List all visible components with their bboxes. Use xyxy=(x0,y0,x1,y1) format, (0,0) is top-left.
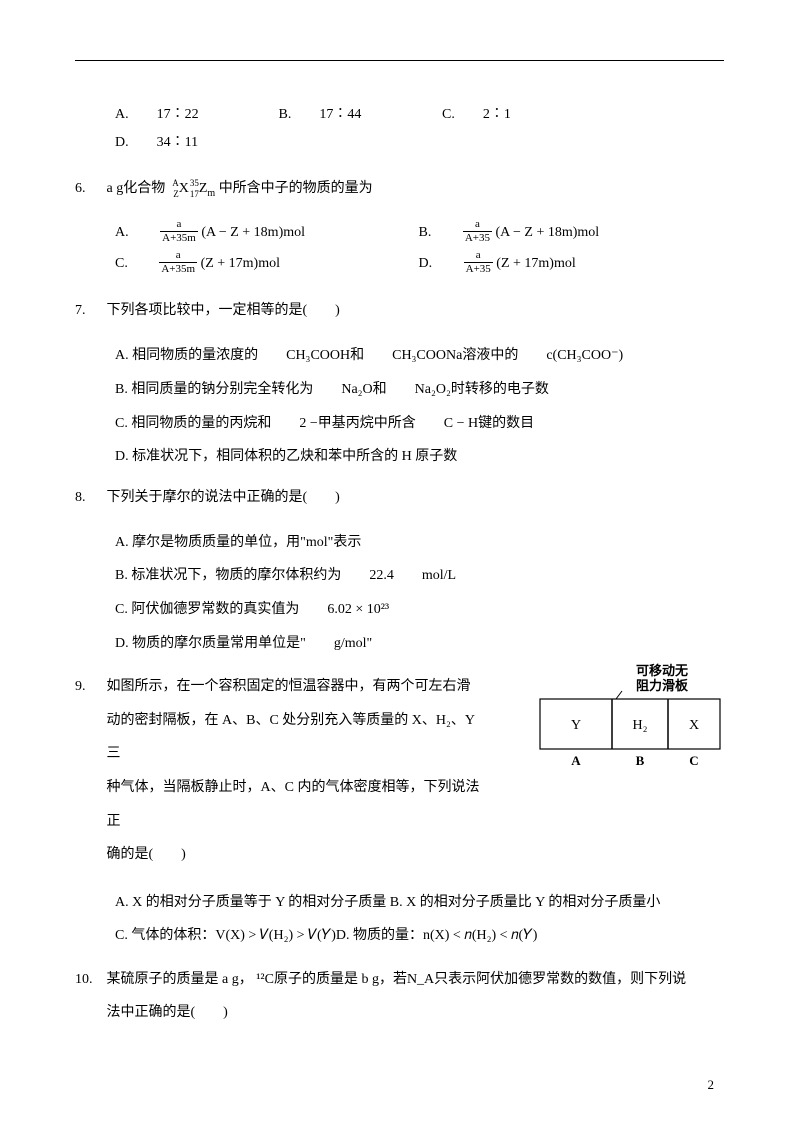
q9-opts: A. X 的相对分子质量等于 Y 的相对分子质量 B. X 的相对分子质量比 Y… xyxy=(75,886,724,953)
q7-opt-b: B. 相同质量的钠分别完全转化为 Na₂O和 Na₂O₂时转移的电子数 xyxy=(115,373,724,407)
q7-num: 7. xyxy=(75,297,103,325)
q7-opt-a: A. 相同物质的量浓度的 CH₃COOH和 CH₃COONa溶液中的 c(CH₃… xyxy=(115,339,724,373)
page-number: 2 xyxy=(708,1077,715,1093)
q8-stem: 下列关于摩尔的说法中正确的是( ) xyxy=(107,484,717,512)
q10-num: 10. xyxy=(75,963,103,997)
q9-stem: 如图所示，在一个容积固定的恒温容器中，有两个可左右滑 动的密封隔板，在 A、B、… xyxy=(107,670,487,872)
q6: 6. a g化合物 AZX3517Zm 中所含中子的物质的量为 xyxy=(75,175,724,204)
q8: 8. 下列关于摩尔的说法中正确的是( ) xyxy=(75,484,724,512)
q8-opts: A. 摩尔是物质质量的单位，用"mol"表示 B. 标准状况下，物质的摩尔体积约… xyxy=(75,526,724,660)
q6-d-rest: (Z + 17m)mol xyxy=(496,256,575,271)
q10: 10. 某硫原子的质量是 a g， ¹²C原子的质量是 b g，若N_A只表示阿… xyxy=(75,963,724,1030)
fraction-icon: aA+35m xyxy=(160,219,198,244)
q7-opt-c: C. 相同物质的量的丙烷和 2 −甲基丙烷中所含 C − H键的数目 xyxy=(115,407,724,441)
q7-stem: 下列各项比较中，一定相等的是( ) xyxy=(107,297,717,325)
svg-text:H₂: H₂ xyxy=(633,718,648,733)
q8-opt-a: A. 摩尔是物质质量的单位，用"mol"表示 xyxy=(115,526,724,560)
svg-text:B: B xyxy=(636,753,645,768)
q6-stem-post: 中所含中子的物质的量为 xyxy=(219,181,373,196)
page: A. 17∶22 B. 17∶44 C. 2∶1 D. 34∶11 6. a g… xyxy=(0,0,794,1123)
q6-a-rest: (A − Z + 18m)mol xyxy=(201,225,305,240)
q5-options: A. 17∶22 B. 17∶44 C. 2∶1 D. 34∶11 xyxy=(75,101,724,157)
q10-line1: 某硫原子的质量是 a g， ¹²C原子的质量是 b g，若N_A只表示阿伏加德罗… xyxy=(107,972,687,987)
q9-line2: 动的密封隔板，在 A、B、C 处分别充入等质量的 X、H₂、Y 三 xyxy=(107,713,475,762)
q7-opt-d: D. 标准状况下，相同体积的乙炔和苯中所含的 H 原子数 xyxy=(115,440,724,474)
svg-text:可移动无: 可移动无 xyxy=(636,663,688,678)
q6-a-lbl: A. xyxy=(115,225,129,240)
top-rule xyxy=(75,60,724,61)
q5-opt-c: C. 2∶1 xyxy=(442,101,592,129)
fraction-icon: aA+35 xyxy=(464,250,493,275)
q6-opt-b: B. aA+35 (A − Z + 18m)mol xyxy=(419,218,600,249)
q9-opt-cd: C. 气体的体积：V(X) > 𝑉(H₂) > 𝑉(𝑌)D. 物质的量：n(X)… xyxy=(115,919,724,953)
q10-line2: 法中正确的是( ) xyxy=(107,1005,228,1020)
q6-d-lbl: D. xyxy=(419,256,433,271)
q6-stem-pre: a g化合物 xyxy=(107,181,169,196)
q6-b-rest: (A − Z + 18m)mol xyxy=(496,225,600,240)
q6-b-lbl: B. xyxy=(419,225,432,240)
q6-opt-c: C. aA+35m (Z + 17m)mol xyxy=(115,249,415,280)
q6-opt-d: D. aA+35 (Z + 17m)mol xyxy=(419,249,576,280)
nuclide-X-pre: AZ xyxy=(169,181,179,197)
q7: 7. 下列各项比较中，一定相等的是( ) xyxy=(75,297,724,325)
q9-line3: 种气体，当隔板静止时，A、C 内的气体密度相等，下列说法正 xyxy=(107,780,480,829)
q9-opt-ab: A. X 的相对分子质量等于 Y 的相对分子质量 B. X 的相对分子质量比 Y… xyxy=(115,886,724,920)
q9-num: 9. xyxy=(75,670,103,704)
svg-text:C: C xyxy=(689,753,698,768)
q6-stem: a g化合物 AZX3517Zm 中所含中子的物质的量为 xyxy=(107,175,717,204)
q6-c-lbl: C. xyxy=(115,256,128,271)
fraction-icon: aA+35 xyxy=(463,219,492,244)
svg-text:Y: Y xyxy=(571,718,581,733)
q9-line4: 确的是( ) xyxy=(107,847,186,862)
q10-stem: 某硫原子的质量是 a g， ¹²C原子的质量是 b g，若N_A只表示阿伏加德罗… xyxy=(107,963,717,1030)
q6-row2: C. aA+35m (Z + 17m)mol D. aA+35 (Z + 17m… xyxy=(75,249,724,280)
q5-opt-a: A. 17∶22 xyxy=(115,101,275,129)
q9-diagram: 可移动无阻力滑板 Y H₂ X A B C xyxy=(536,663,726,778)
q6-num: 6. xyxy=(75,175,103,203)
svg-text:A: A xyxy=(571,753,581,768)
q9-line1: 如图所示，在一个容积固定的恒温容器中，有两个可左右滑 xyxy=(107,679,471,694)
q7-opts: A. 相同物质的量浓度的 CH₃COOH和 CH₃COONa溶液中的 c(CH₃… xyxy=(75,339,724,473)
q8-opt-d: D. 物质的摩尔质量常用单位是" g/mol" xyxy=(115,627,724,661)
q8-opt-b: B. 标准状况下，物质的摩尔体积约为 22.4 mol/L xyxy=(115,559,724,593)
q8-num: 8. xyxy=(75,484,103,512)
q6-opt-a: A. aA+35m (A − Z + 18m)mol xyxy=(115,218,415,249)
q5-opt-d: D. 34∶11 xyxy=(115,129,265,157)
svg-text:X: X xyxy=(689,718,699,733)
svg-text:阻力滑板: 阻力滑板 xyxy=(636,678,689,693)
fraction-icon: aA+35m xyxy=(159,250,197,275)
q6-row1: A. aA+35m (A − Z + 18m)mol B. aA+35 (A −… xyxy=(75,218,724,249)
nuclide-Z-pre: 3517 xyxy=(189,181,199,197)
container-diagram-svg: 可移动无阻力滑板 Y H₂ X A B C xyxy=(536,663,726,773)
q5-opt-b: B. 17∶44 xyxy=(279,101,439,129)
q6-c-rest: (Z + 17m)mol xyxy=(201,256,280,271)
q8-opt-c: C. 阿伏伽德罗常数的真实值为 6.02 × 10²³ xyxy=(115,593,724,627)
